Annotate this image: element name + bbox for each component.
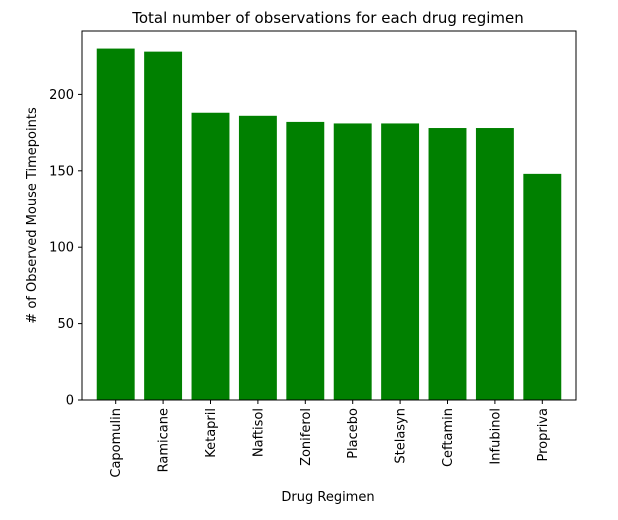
x-tick-label: Stelasyn <box>394 408 409 464</box>
y-tick-label: 100 <box>49 241 74 256</box>
y-axis-label: # of Observed Mouse Timepoints <box>25 107 40 324</box>
x-tick-label: Naftisol <box>251 408 266 457</box>
chart-title: Total number of observations for each dr… <box>131 9 524 27</box>
bar-ramicane <box>144 51 183 401</box>
bar-ketapril <box>191 112 230 401</box>
plot-frame <box>81 30 577 401</box>
x-axis: Capomulin Ramicane Ketapril Naftisol Zonifer… <box>109 400 551 478</box>
bar-stelasyn <box>381 123 420 401</box>
x-tick-label: Ketapril <box>204 408 219 458</box>
x-tick-label: Placebo <box>346 408 361 459</box>
x-tick-label: Capomulin <box>109 408 124 478</box>
x-tick-label: Propriva <box>536 408 551 462</box>
bars-group <box>96 48 562 401</box>
y-tick-label: 150 <box>49 164 74 179</box>
y-tick-label: 0 <box>66 394 74 409</box>
bar-propriva <box>523 173 562 400</box>
bar-capomulin <box>96 48 135 400</box>
bar-infubinol <box>475 128 514 400</box>
bar-placebo <box>333 123 372 401</box>
y-tick-label: 50 <box>57 317 74 332</box>
x-tick-label: Ceftamin <box>441 408 456 467</box>
bar-naftisol <box>238 115 277 400</box>
x-tick-label: Infubinol <box>488 408 503 465</box>
bar-ceftamin <box>428 128 467 400</box>
x-tick-label: Zoniferol <box>299 408 314 466</box>
bar-zoniferol <box>286 121 325 401</box>
y-tick-label: 200 <box>49 88 74 103</box>
x-tick-label: Ramicane <box>157 408 172 472</box>
y-axis: 0 50 100 150 200 <box>49 88 82 409</box>
x-axis-label: Drug Regimen <box>281 490 374 505</box>
